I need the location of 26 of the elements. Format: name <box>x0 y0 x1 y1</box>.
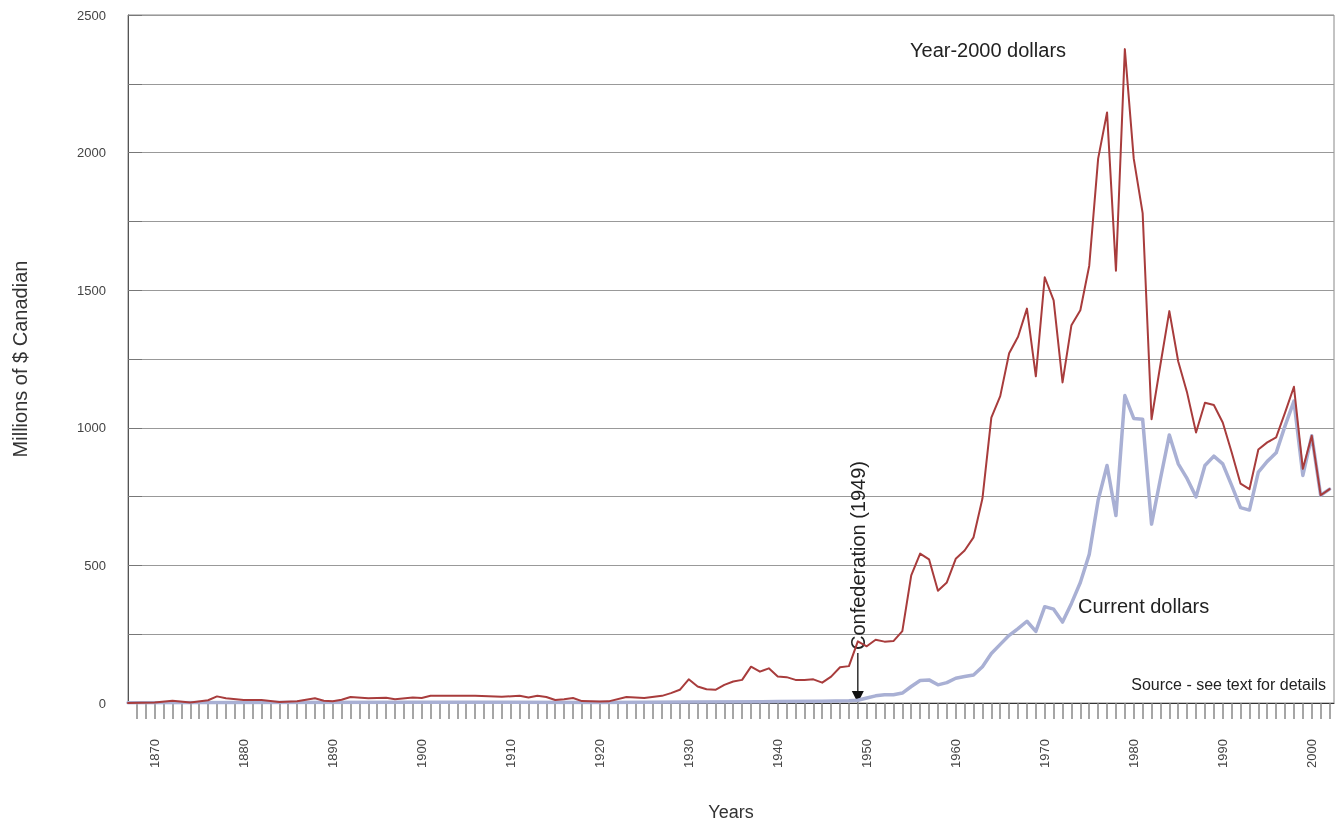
x-tick-label: 1950 <box>859 739 875 768</box>
x-tick-label: 1930 <box>681 739 697 768</box>
y-tick-label: 0 <box>98 695 106 711</box>
annotation: Source - see text for details <box>1131 675 1327 693</box>
x-tick-label: 1900 <box>414 739 430 768</box>
y-tick-label: 500 <box>84 557 106 573</box>
y-tick-label: 1000 <box>77 420 106 436</box>
y-axis-title: Millions of $ Canadian <box>9 260 31 458</box>
x-tick-label: 1980 <box>1126 739 1142 768</box>
x-tick-label: 1890 <box>325 739 341 768</box>
x-tick-label: 1970 <box>1037 739 1053 768</box>
series-label: Current dollars <box>1078 595 1210 617</box>
x-tick-label: 1880 <box>236 739 252 768</box>
annotation: Confederation (1949) <box>846 460 869 650</box>
y-tick-label: 1500 <box>77 282 106 298</box>
x-tick-label: 1990 <box>1215 739 1231 768</box>
text: Year-2000 dollars <box>910 39 1067 61</box>
y-tick-label: 2000 <box>77 145 106 161</box>
x-tick-label: 1910 <box>503 739 519 768</box>
x-tick-label: 1960 <box>948 739 964 768</box>
x-tick-label: 1940 <box>770 739 786 768</box>
x-tick-label: 1870 <box>147 739 163 768</box>
x-axis-title: Years <box>708 802 754 822</box>
x-tick-label: 1920 <box>592 739 608 768</box>
x-tick-label: 2000 <box>1304 739 1320 768</box>
y-tick-label: 2500 <box>77 7 106 23</box>
